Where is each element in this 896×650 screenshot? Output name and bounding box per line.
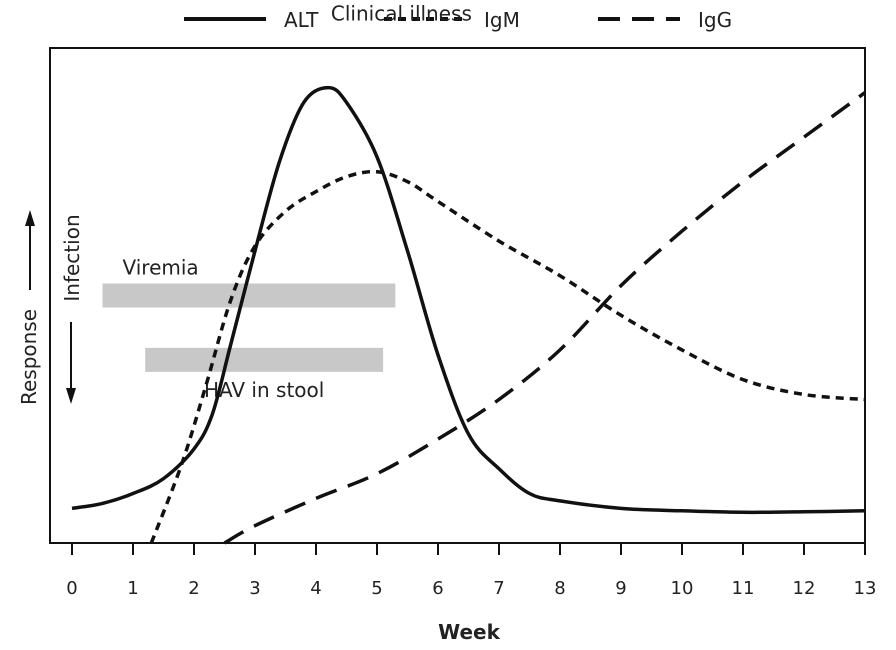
x-tick-label-0: 0	[66, 578, 77, 599]
x-axis-title: Week	[438, 620, 500, 644]
x-tick-label-12: 12	[793, 578, 816, 599]
series-line-igm	[149, 169, 866, 544]
legend-label-alt: ALT	[284, 8, 319, 32]
x-tick-label-10: 10	[671, 578, 694, 599]
infection-arrow-icon	[66, 388, 76, 404]
x-tick-label-13: 13	[854, 578, 877, 599]
x-tick-label-1: 1	[127, 578, 138, 599]
series-lines	[71, 85, 867, 545]
x-tick-label-6: 6	[432, 578, 443, 599]
x-tick-label-4: 4	[310, 578, 321, 599]
response-arrow-icon	[25, 210, 35, 226]
legend: ALT IgM IgG	[184, 8, 732, 32]
clinical-illness-label: Clinical illness	[331, 2, 472, 26]
x-tick-label-7: 7	[493, 578, 504, 599]
annotation-bars: Clinical illness Viremia HAV in stool	[102, 2, 472, 402]
viremia-bar	[102, 283, 396, 308]
infection-marker: Infection	[25, 210, 84, 404]
x-tick-label-8: 8	[554, 578, 565, 599]
x-tick-label-9: 9	[615, 578, 626, 599]
plot-area	[49, 47, 866, 544]
series-line-alt	[71, 85, 866, 515]
x-tick-label-11: 11	[732, 578, 755, 599]
legend-label-igg: IgG	[698, 8, 732, 32]
x-tick-label-2: 2	[188, 578, 199, 599]
y-axis-title: Response	[17, 309, 41, 405]
series-line-igg	[223, 91, 867, 545]
hav-in-stool-bar	[145, 347, 384, 372]
x-tick-label-5: 5	[371, 578, 382, 599]
x-axis: 0 1 2 3 4 5 6 7 8 9 10 11 12 13	[66, 543, 876, 599]
x-tick-label-3: 3	[249, 578, 260, 599]
viremia-label: Viremia	[123, 256, 199, 280]
infection-label: Infection	[60, 214, 84, 301]
legend-label-igm: IgM	[484, 8, 520, 32]
hav-in-stool-label: HAV in stool	[204, 378, 324, 402]
